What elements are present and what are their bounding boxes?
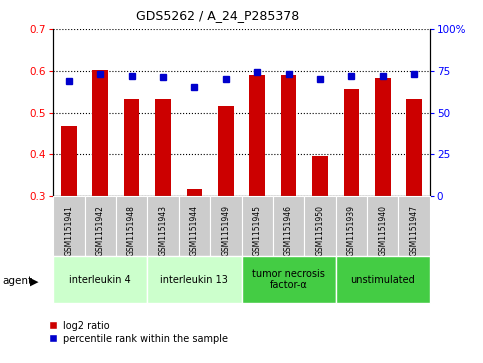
Text: interleukin 4: interleukin 4 xyxy=(70,274,131,285)
Bar xyxy=(155,99,171,196)
Text: GSM1151939: GSM1151939 xyxy=(347,205,356,256)
Bar xyxy=(210,196,242,256)
Bar xyxy=(218,106,234,196)
Bar xyxy=(273,196,304,256)
Text: GSM1151943: GSM1151943 xyxy=(158,205,168,256)
Bar xyxy=(147,196,179,256)
Bar xyxy=(242,256,336,303)
Text: GSM1151942: GSM1151942 xyxy=(96,205,105,256)
Text: interleukin 13: interleukin 13 xyxy=(160,274,228,285)
Bar xyxy=(124,99,140,196)
Bar xyxy=(92,70,108,196)
Bar xyxy=(179,196,210,256)
Bar xyxy=(367,196,398,256)
Text: GDS5262 / A_24_P285378: GDS5262 / A_24_P285378 xyxy=(136,9,299,22)
Text: GSM1151946: GSM1151946 xyxy=(284,205,293,256)
Text: GSM1151947: GSM1151947 xyxy=(410,205,419,256)
Text: GSM1151940: GSM1151940 xyxy=(378,205,387,256)
Text: tumor necrosis
factor-α: tumor necrosis factor-α xyxy=(252,269,325,290)
Bar xyxy=(147,256,242,303)
Bar xyxy=(53,256,147,303)
Bar xyxy=(336,256,430,303)
Bar xyxy=(249,75,265,196)
Bar xyxy=(61,126,77,196)
Bar xyxy=(281,75,297,196)
Bar xyxy=(304,196,336,256)
Bar xyxy=(336,196,367,256)
Text: GSM1151948: GSM1151948 xyxy=(127,205,136,256)
Text: agent: agent xyxy=(2,276,32,286)
Text: GSM1151941: GSM1151941 xyxy=(64,205,73,256)
Text: ▶: ▶ xyxy=(30,276,39,286)
Bar xyxy=(116,196,147,256)
Text: GSM1151945: GSM1151945 xyxy=(253,205,262,256)
Text: unstimulated: unstimulated xyxy=(350,274,415,285)
Bar xyxy=(375,78,391,196)
Text: GSM1151949: GSM1151949 xyxy=(221,205,230,256)
Bar xyxy=(85,196,116,256)
Bar xyxy=(343,89,359,196)
Bar xyxy=(312,155,328,196)
Bar xyxy=(398,196,430,256)
Legend: log2 ratio, percentile rank within the sample: log2 ratio, percentile rank within the s… xyxy=(48,321,228,344)
Text: GSM1151944: GSM1151944 xyxy=(190,205,199,256)
Bar xyxy=(186,188,202,196)
Bar xyxy=(242,196,273,256)
Bar xyxy=(406,99,422,196)
Text: GSM1151950: GSM1151950 xyxy=(315,205,325,256)
Bar xyxy=(53,196,85,256)
